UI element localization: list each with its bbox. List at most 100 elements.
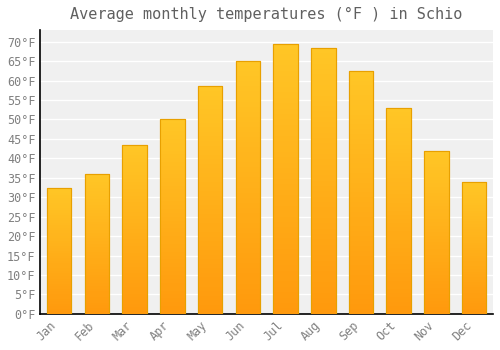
Bar	[198, 132, 222, 136]
Bar	[311, 250, 336, 255]
Bar	[462, 293, 486, 295]
Bar	[386, 157, 411, 161]
Bar	[198, 91, 222, 96]
Bar	[424, 157, 448, 160]
Bar	[198, 214, 222, 218]
Bar	[84, 272, 109, 275]
Bar	[198, 177, 222, 182]
Bar	[198, 168, 222, 173]
Bar	[386, 223, 411, 228]
Bar	[84, 255, 109, 258]
Bar	[424, 196, 448, 200]
Bar	[122, 162, 147, 165]
Bar	[424, 187, 448, 190]
Bar	[122, 284, 147, 287]
Bar	[122, 145, 147, 314]
Bar	[386, 120, 411, 124]
Bar	[122, 287, 147, 290]
Bar	[198, 86, 222, 314]
Bar	[84, 306, 109, 308]
Bar	[274, 152, 298, 157]
Bar	[198, 105, 222, 109]
Bar	[84, 202, 109, 205]
Bar	[348, 212, 374, 217]
Bar	[160, 147, 184, 150]
Bar	[122, 216, 147, 219]
Bar	[84, 222, 109, 224]
Bar	[348, 207, 374, 212]
Bar	[122, 260, 147, 263]
Bar	[160, 131, 184, 135]
Bar	[386, 273, 411, 277]
Bar	[236, 182, 260, 188]
Bar	[462, 237, 486, 240]
Bar	[386, 178, 411, 182]
Bar	[236, 279, 260, 284]
Bar	[198, 259, 222, 264]
Bar	[348, 231, 374, 236]
Bar	[424, 167, 448, 170]
Bar	[84, 185, 109, 188]
Bar	[122, 192, 147, 196]
Bar	[348, 217, 374, 222]
Bar	[198, 296, 222, 300]
Bar	[47, 304, 72, 306]
Bar	[47, 291, 72, 294]
Bar	[274, 190, 298, 195]
Bar	[236, 177, 260, 182]
Bar	[386, 149, 411, 153]
Bar	[311, 207, 336, 213]
Bar	[47, 193, 72, 195]
Bar	[462, 272, 486, 274]
Bar	[386, 145, 411, 149]
Bar	[274, 271, 298, 276]
Bar	[462, 190, 486, 192]
Bar	[160, 143, 184, 147]
Bar	[386, 203, 411, 207]
Bar	[424, 310, 448, 314]
Bar	[386, 256, 411, 260]
Bar	[47, 200, 72, 203]
Bar	[462, 290, 486, 293]
Bar	[462, 266, 486, 269]
Bar	[160, 178, 184, 182]
Bar	[311, 127, 336, 133]
Bar	[198, 86, 222, 91]
Bar	[160, 294, 184, 298]
Bar	[198, 300, 222, 305]
Bar	[311, 133, 336, 138]
Bar	[122, 145, 147, 148]
Bar	[198, 109, 222, 114]
Bar	[198, 250, 222, 255]
Bar	[311, 48, 336, 314]
Bar	[311, 229, 336, 234]
Bar	[47, 281, 72, 284]
Bar	[198, 305, 222, 309]
Bar	[311, 48, 336, 53]
Bar	[47, 253, 72, 256]
Bar	[198, 159, 222, 164]
Bar	[122, 239, 147, 243]
Bar	[348, 124, 374, 129]
Bar	[160, 217, 184, 220]
Bar	[84, 258, 109, 261]
Bar	[160, 119, 184, 314]
Bar	[274, 173, 298, 179]
Bar	[198, 278, 222, 282]
Bar	[462, 232, 486, 234]
Bar	[274, 125, 298, 130]
Bar	[160, 279, 184, 283]
Bar	[122, 250, 147, 253]
Bar	[386, 108, 411, 314]
Bar	[47, 284, 72, 286]
Bar	[311, 112, 336, 117]
Bar	[122, 189, 147, 192]
Bar	[160, 139, 184, 143]
Bar	[311, 58, 336, 64]
Bar	[424, 239, 448, 242]
Bar	[47, 296, 72, 299]
Bar	[198, 237, 222, 241]
Bar	[47, 203, 72, 205]
Bar	[236, 299, 260, 304]
Bar	[160, 150, 184, 154]
